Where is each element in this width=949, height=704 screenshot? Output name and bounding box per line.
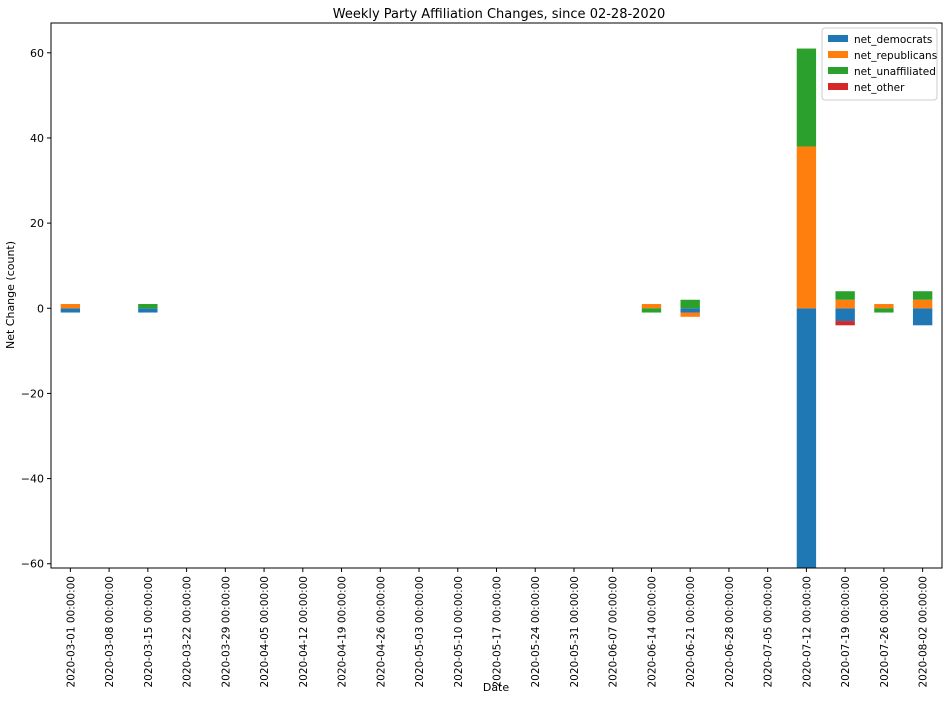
x-tick-label: 2020-03-01 00:00:00 — [65, 576, 77, 688]
bar-net_other — [835, 321, 855, 326]
bar-net_democrats — [680, 308, 700, 313]
bar-net_republicans — [874, 304, 894, 309]
x-axis: 2020-03-01 00:00:00 2020-03-08 00:00:00 20… — [65, 568, 930, 688]
y-tick-label: 60 — [30, 47, 44, 60]
legend-swatch — [828, 83, 848, 90]
bar-net_unaffiliated — [912, 291, 933, 300]
y-tick-label: 40 — [30, 132, 44, 145]
y-tick-label: 20 — [30, 217, 44, 230]
bar-net_unaffiliated — [680, 299, 700, 309]
bar-net_unaffiliated — [835, 291, 855, 300]
x-tick-label: 2020-03-29 00:00:00 — [220, 576, 232, 688]
legend-label: net_democrats — [854, 34, 932, 46]
x-tick-label: 2020-04-05 00:00:00 — [259, 576, 271, 688]
x-tick-label: 2020-07-26 00:00:00 — [879, 576, 891, 688]
bar-net_unaffiliated — [874, 308, 894, 313]
y-tick-label: −60 — [21, 558, 44, 571]
bar-net_republicans — [835, 299, 855, 309]
bar-net_democrats — [912, 308, 933, 326]
bar-net_republicans — [60, 304, 81, 309]
y-tick-label: −40 — [21, 473, 44, 486]
x-tick-label: 2020-08-02 00:00:00 — [918, 576, 930, 688]
x-tick-label: 2020-04-19 00:00:00 — [337, 576, 349, 688]
x-tick-label: 2020-06-21 00:00:00 — [685, 576, 697, 688]
bar-net_republicans — [796, 146, 817, 309]
bar-net_unaffiliated — [138, 304, 158, 309]
x-tick-label: 2020-03-22 00:00:00 — [182, 576, 194, 688]
bar-net_democrats — [835, 308, 855, 322]
x-tick-label: 2020-05-03 00:00:00 — [414, 576, 426, 688]
bar-net_democrats — [138, 308, 158, 313]
legend-swatch — [828, 67, 848, 74]
legend-frame — [821, 27, 938, 101]
legend-swatch — [828, 51, 848, 58]
x-tick-label: 2020-06-28 00:00:00 — [724, 576, 736, 688]
legend: net_democrats net_republicans net_unaffili… — [821, 27, 938, 101]
plot-frame — [50, 22, 943, 569]
x-tick-label: 2020-03-15 00:00:00 — [143, 576, 155, 688]
bar-net_unaffiliated — [796, 48, 817, 147]
bar-net_democrats — [60, 308, 81, 313]
legend-label: net_republicans — [854, 50, 937, 62]
x-tick-label: 2020-05-10 00:00:00 — [453, 576, 465, 688]
y-tick-label: −20 — [21, 387, 44, 400]
bar-net_unaffiliated — [641, 308, 662, 313]
legend-swatch — [828, 35, 848, 42]
x-tick-label: 2020-07-12 00:00:00 — [801, 576, 813, 688]
bar-net_republicans — [912, 299, 933, 309]
x-tick-label: 2020-05-31 00:00:00 — [569, 576, 581, 688]
x-tick-label: 2020-05-24 00:00:00 — [530, 576, 542, 688]
x-tick-label: 2020-03-08 00:00:00 — [104, 576, 116, 688]
bar-net_republicans — [680, 312, 700, 317]
y-tick-label: 0 — [37, 302, 44, 315]
x-tick-label: 2020-06-14 00:00:00 — [646, 576, 658, 688]
bar-net_republicans — [641, 304, 662, 309]
y-axis: −60 −40 −20 0 20 40 60 — [21, 47, 51, 571]
x-tick-label: 2020-04-12 00:00:00 — [298, 576, 310, 688]
legend-label: net_unaffiliated — [854, 66, 936, 78]
x-tick-label: 2020-07-19 00:00:00 — [840, 576, 852, 688]
x-tick-label: 2020-04-26 00:00:00 — [375, 576, 387, 688]
bars-layer — [60, 48, 933, 568]
x-tick-label: 2020-05-17 00:00:00 — [492, 576, 504, 688]
x-axis-label: Date — [483, 681, 510, 694]
x-tick-label: 2020-06-07 00:00:00 — [608, 576, 620, 688]
y-axis-label: Net Change (count) — [4, 241, 17, 349]
chart-title: Weekly Party Affiliation Changes, since … — [333, 7, 666, 22]
legend-label: net_other — [854, 82, 905, 94]
x-tick-label: 2020-07-05 00:00:00 — [763, 576, 775, 688]
bar-net_democrats — [796, 308, 817, 568]
